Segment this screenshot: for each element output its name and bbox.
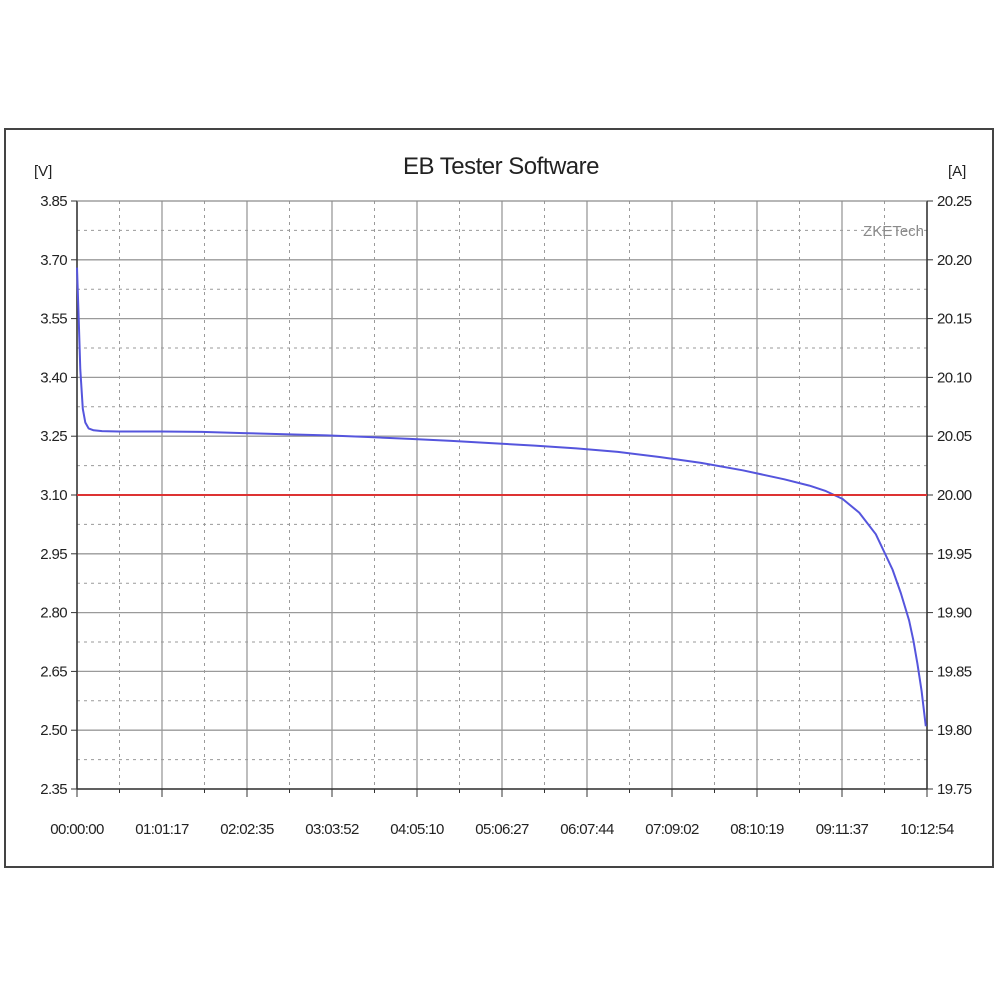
- y-right-tick-label: 20.20: [937, 252, 972, 269]
- y-right-tick-label: 19.95: [937, 546, 972, 563]
- watermark: ZKETech: [863, 223, 924, 240]
- y-left-tick-label: 2.50: [40, 722, 67, 739]
- y-right-tick-label: 19.90: [937, 605, 972, 622]
- y-right-tick-label: 20.00: [937, 487, 972, 504]
- x-tick-label: 04:05:10: [390, 821, 444, 838]
- chart-title: EB Tester Software: [403, 153, 599, 180]
- y-right-tick-label: 20.05: [937, 428, 972, 445]
- y-left-tick-label: 2.35: [40, 781, 67, 798]
- y-left-tick-label: 3.70: [40, 252, 67, 269]
- discharge-chart: EB Tester Software [V] [A] 3.853.703.553…: [34, 153, 972, 838]
- y-right-tick-label: 19.80: [937, 722, 972, 739]
- x-tick-label: 02:02:35: [220, 821, 274, 838]
- x-tick-label: 10:12:54: [900, 821, 954, 838]
- x-tick-label: 08:10:19: [730, 821, 784, 838]
- x-tick-label: 07:09:02: [645, 821, 699, 838]
- x-tick-label: 01:01:17: [135, 821, 189, 838]
- y-right-tick-label: 19.85: [937, 663, 972, 680]
- y-right-tick-label: 20.25: [937, 193, 972, 210]
- y-right-tick-label: 20.10: [937, 369, 972, 386]
- y-left-tick-label: 2.65: [40, 663, 67, 680]
- y-left-tick-label: 2.95: [40, 546, 67, 563]
- x-tick-label: 05:06:27: [475, 821, 529, 838]
- y-left-tick-label: 3.40: [40, 369, 67, 386]
- y-right-unit: [A]: [948, 163, 966, 180]
- plot-area: [76, 267, 927, 727]
- y-left-unit: [V]: [34, 163, 52, 180]
- x-tick-label: 06:07:44: [560, 821, 614, 838]
- y-right-tick-label: 20.15: [937, 311, 972, 328]
- tick-labels: 3.85 3.70 3.55 3.40 3.25 3.10 2.95 2.80 2.65 2.50…: [40, 193, 972, 838]
- y-left-tick-label: 3.10: [40, 487, 67, 504]
- voltage-series-line: [76, 267, 927, 727]
- y-left-tick-label: 2.80: [40, 605, 67, 622]
- x-tick-label: 03:03:52: [305, 821, 359, 838]
- y-left-tick-label: 3.25: [40, 428, 67, 445]
- x-tick-label: 09:11:37: [816, 821, 869, 838]
- y-left-tick-label: 3.85: [40, 193, 67, 210]
- chart-window: EB Tester Software [V] [A] 3.85 3.70 3.55 3…: [4, 128, 994, 868]
- y-right-tick-label: 19.75: [937, 781, 972, 798]
- y-left-tick-label: 3.55: [40, 311, 67, 328]
- x-tick-label: 00:00:00: [50, 821, 104, 838]
